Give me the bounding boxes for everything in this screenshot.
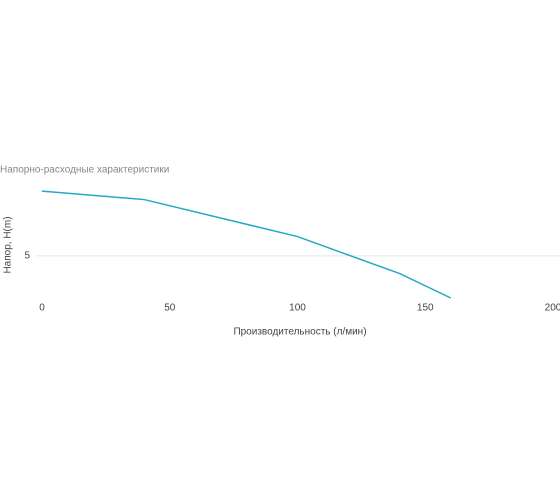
x-axis-label: Производительность (л/мин) [233, 327, 366, 338]
x-tick-label: 0 [39, 303, 45, 314]
x-tick-label: 50 [164, 303, 176, 314]
x-tick-label: 150 [417, 303, 434, 314]
y-tick-label: 5 [24, 251, 30, 262]
chart-title: Напорно-расходные характеристики [0, 165, 169, 176]
x-tick-label: 200 [545, 303, 560, 314]
data-line [41, 190, 452, 299]
y-axis-label: Напор, H(m) [3, 216, 14, 273]
x-tick-label: 100 [289, 303, 306, 314]
